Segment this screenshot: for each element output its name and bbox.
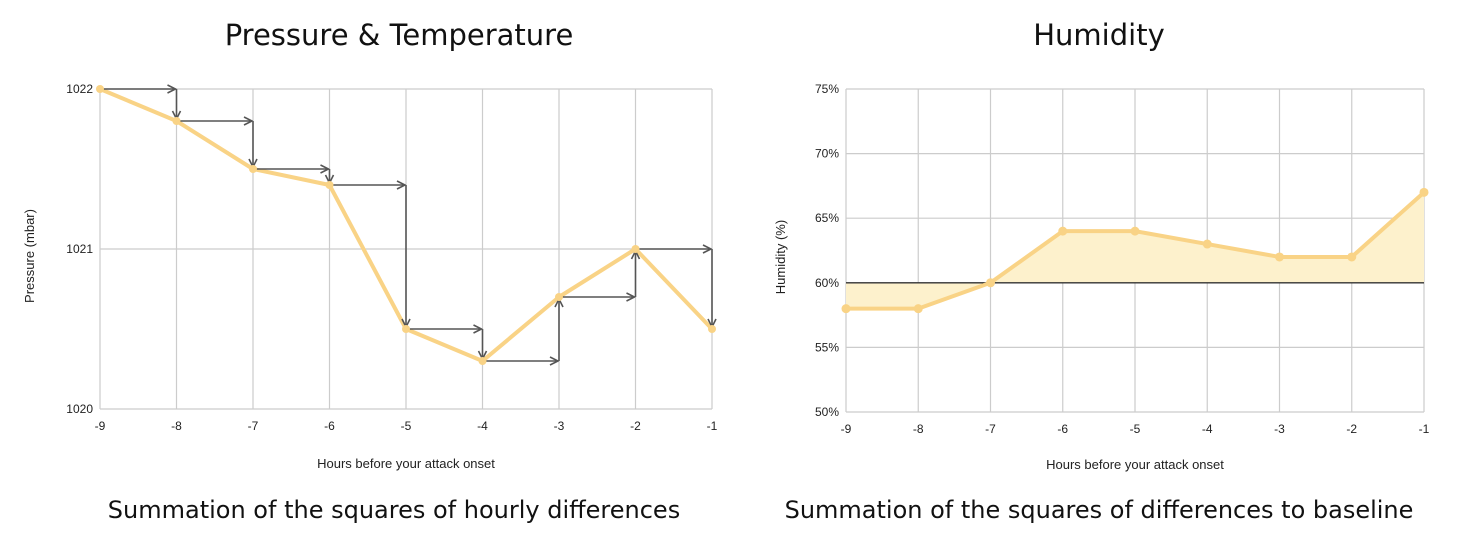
y-axis-label: Pressure (mbar) [22, 209, 37, 303]
humidity-point [913, 304, 923, 314]
x-tick-label: -8 [171, 419, 182, 433]
humidity-point [1130, 226, 1140, 236]
y-axis-label: Humidity (%) [773, 220, 788, 294]
pressure-point [555, 293, 563, 301]
x-tick-label: -9 [95, 419, 106, 433]
y-tick-label: 60% [815, 276, 839, 290]
humidity-area [846, 192, 1424, 309]
x-tick-label: -1 [707, 419, 718, 433]
pressure-point [96, 85, 104, 93]
x-tick-label: -7 [248, 419, 259, 433]
humidity-chart: -9 -8 -7 -6 -5 -4 -3 -2 -1 50% 55% 60% 65% 70% 75% Hour… [773, 82, 1430, 472]
pressure-point [172, 117, 181, 125]
x-tick-label: -2 [630, 419, 641, 433]
humidity-point [1058, 226, 1068, 236]
pressure-point [631, 245, 640, 253]
x-tick-label: -4 [477, 419, 488, 433]
x-tick-label: -3 [554, 419, 565, 433]
x-tick-label: -3 [1274, 422, 1285, 436]
pressure-point [249, 165, 257, 173]
x-tick-label: -6 [1057, 422, 1068, 436]
pressure-chart: -9 -8 -7 -6 -5 -4 -3 -2 -1 1020 1021 1022 Hours befo… [22, 82, 718, 471]
humidity-point [1347, 252, 1357, 262]
pressure-point [402, 325, 410, 333]
x-tick-label: -2 [1346, 422, 1357, 436]
y-tick-label: 50% [815, 405, 839, 419]
pressure-point [478, 357, 487, 365]
y-tick-label: 1020 [66, 402, 93, 416]
humidity-chart-title: Humidity [1033, 18, 1165, 52]
x-axis-label: Hours before your attack onset [317, 456, 495, 471]
y-tick-label: 70% [815, 147, 839, 161]
humidity-point [1202, 239, 1212, 249]
humidity-point [1275, 252, 1284, 262]
pressure-chart-title: Pressure & Temperature [224, 18, 574, 52]
x-tick-label: -4 [1202, 422, 1213, 436]
x-tick-label: -5 [401, 419, 412, 433]
humidity-point [841, 304, 851, 314]
x-tick-label: -5 [1130, 422, 1141, 436]
x-axis-label: Hours before your attack onset [1046, 457, 1224, 472]
x-tick-label: -6 [324, 419, 335, 433]
y-tick-label: 65% [815, 211, 839, 225]
y-tick-label: 55% [815, 340, 839, 354]
y-tick-label: 1022 [66, 82, 93, 96]
x-tick-label: -8 [913, 422, 924, 436]
humidity-point [1419, 187, 1429, 197]
x-tick-label: -9 [841, 422, 852, 436]
humidity-chart-caption: Summation of the squares of differences … [784, 496, 1414, 524]
humidity-point [986, 278, 995, 288]
y-tick-label: 1021 [66, 242, 93, 256]
pressure-point [325, 181, 334, 189]
x-tick-label: -7 [985, 422, 996, 436]
y-tick-label: 75% [815, 82, 839, 96]
pressure-point [708, 325, 716, 333]
pressure-chart-caption: Summation of the squares of hourly diffe… [107, 496, 681, 524]
x-tick-label: -1 [1419, 422, 1430, 436]
